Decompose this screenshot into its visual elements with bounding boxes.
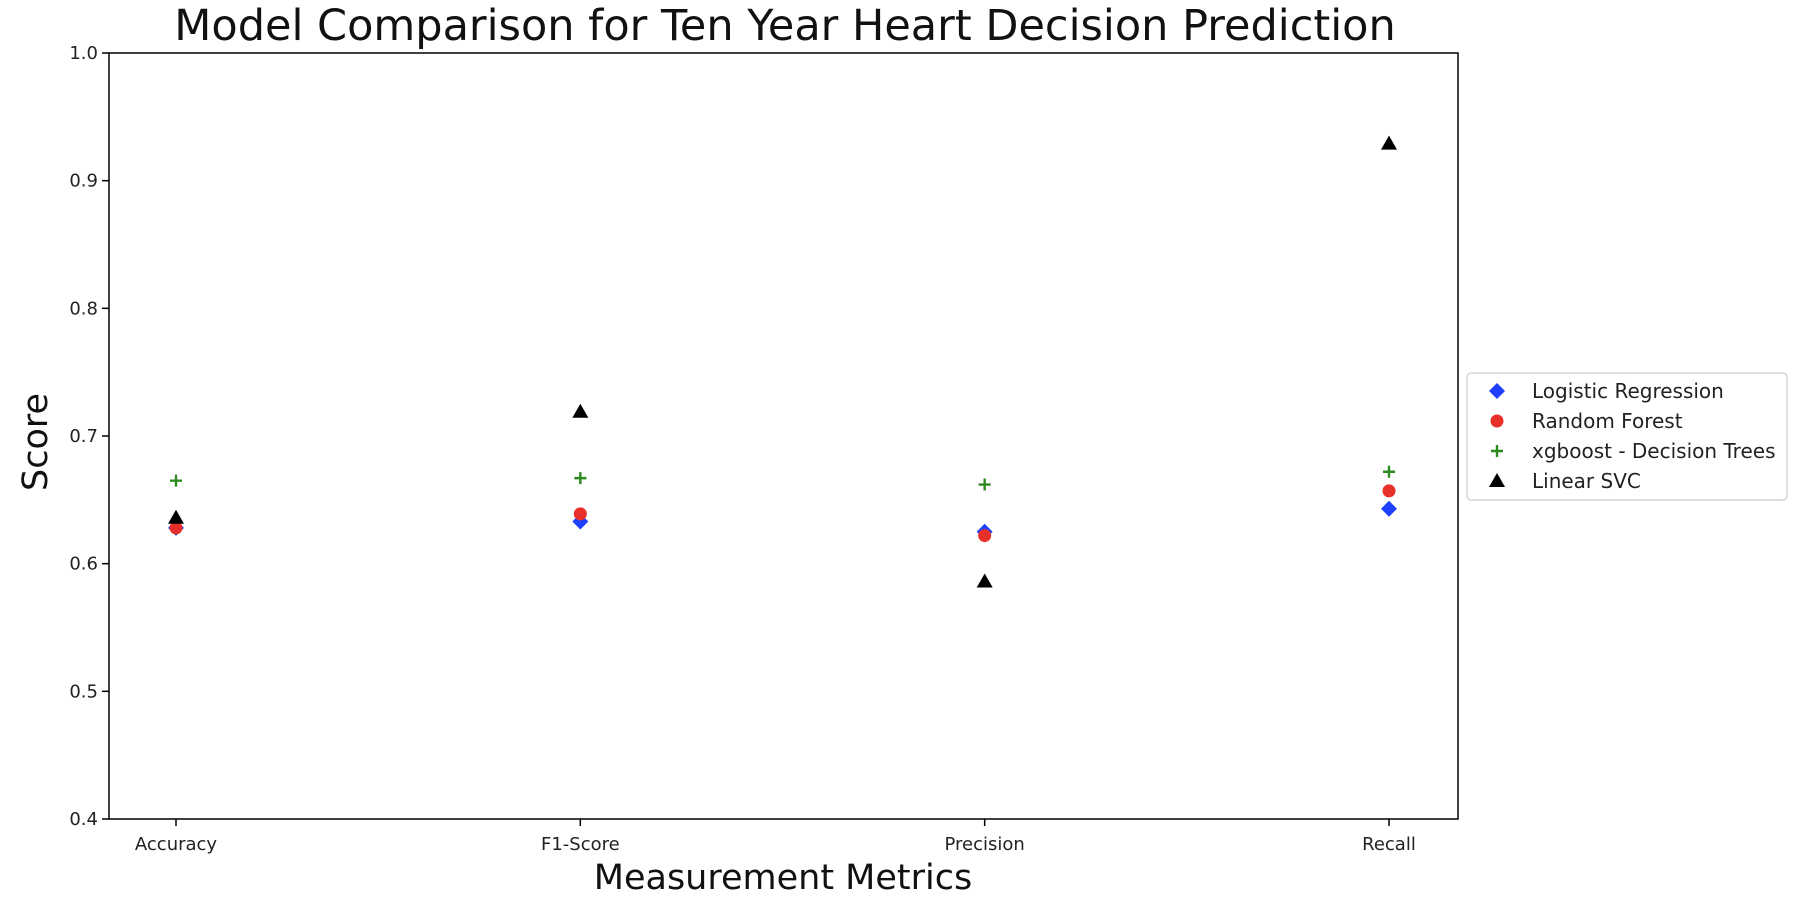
y-axis-ticks: 0.4 0.5 0.6 0.7 0.8 0.9 1.0: [69, 43, 109, 830]
legend-entry: Random Forest: [1532, 409, 1683, 433]
legend-entry: xgboost - Decision Trees: [1532, 439, 1776, 463]
legend-entry: Logistic Regression: [1532, 379, 1724, 403]
point-1-0: [169, 521, 183, 535]
point-2-2: [978, 478, 991, 491]
legend-box: [1466, 372, 1788, 501]
x-tick-label: Recall: [1362, 834, 1416, 855]
legend-marker: [1489, 473, 1505, 487]
x-axis-ticks: Accuracy F1-Score Precision Recall: [135, 819, 1416, 855]
y-tick-label: 1.0: [69, 43, 98, 64]
x-axis-label: Measurement Metrics: [594, 858, 972, 898]
point-1-1: [573, 507, 587, 521]
x-tick-label: Accuracy: [135, 834, 218, 855]
legend-entry: Linear SVC: [1532, 469, 1641, 493]
chart-title: Model Comparison for Ten Year Heart Deci…: [174, 1, 1395, 51]
legend-marker: [1490, 414, 1504, 428]
y-tick-label: 0.6: [69, 554, 98, 575]
point-3-1: [572, 403, 589, 418]
legend-marker: [1491, 445, 1503, 457]
point-3-2: [976, 573, 993, 588]
legend-marker: [1489, 383, 1505, 399]
point-2-0: [170, 474, 182, 487]
point-1-3: [1382, 484, 1396, 498]
x-tick-label: Precision: [945, 834, 1025, 855]
point-2-3: [1383, 465, 1395, 478]
x-tick-label: F1-Score: [541, 834, 620, 855]
point-0-3: [1381, 500, 1397, 517]
y-tick-label: 0.4: [69, 809, 98, 830]
point-1-2: [978, 529, 992, 543]
y-tick-label: 0.8: [69, 298, 98, 319]
data-points: [168, 135, 1397, 588]
y-tick-label: 0.7: [69, 426, 98, 447]
point-2-1: [574, 472, 587, 485]
y-tick-label: 0.9: [69, 171, 98, 192]
point-3-3: [1381, 135, 1397, 150]
plot-area: [108, 52, 1459, 820]
y-axis-label: Score: [16, 393, 56, 491]
point-3-0: [168, 509, 184, 524]
legend: Logistic Regression Random Forest xgboost …: [1466, 372, 1788, 501]
y-tick-label: 0.5: [69, 681, 98, 702]
